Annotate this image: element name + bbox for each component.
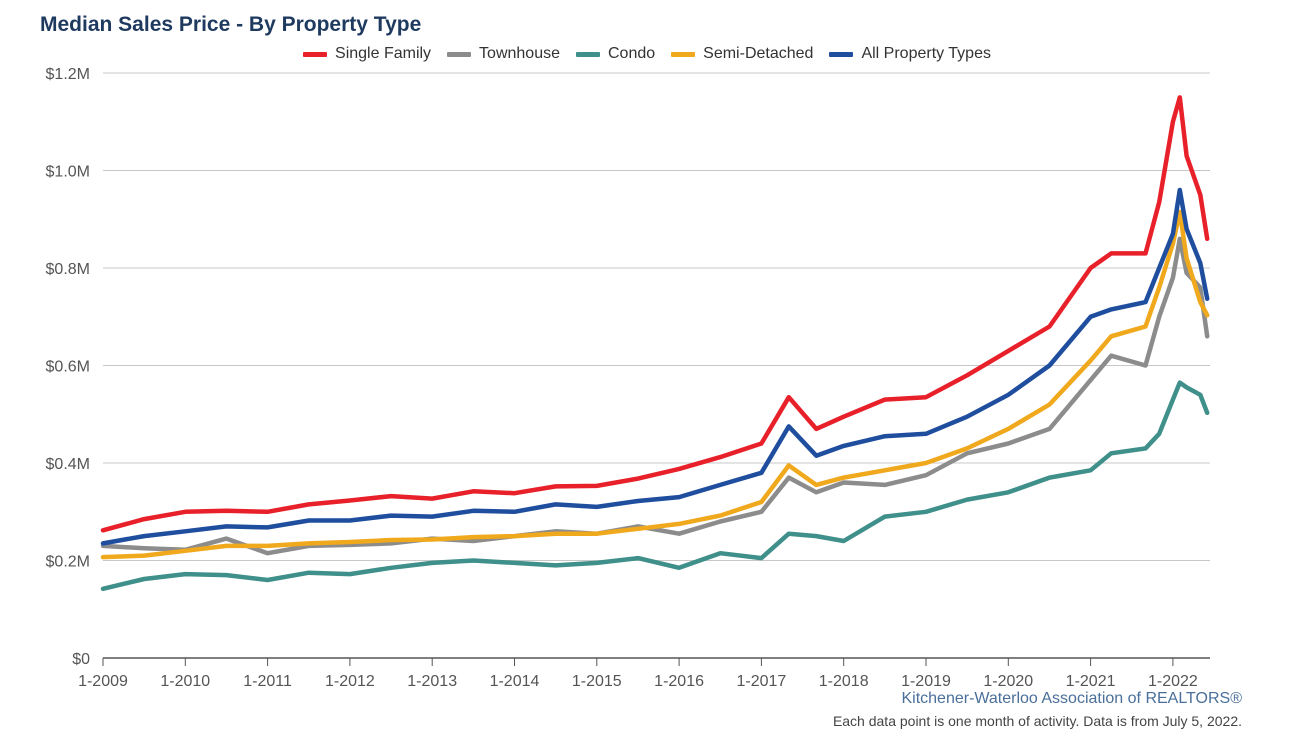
- series-line-condo: [100, 380, 1210, 592]
- x-tick-label: 1-2020: [983, 673, 1033, 690]
- series-line-single-family: [100, 95, 1210, 533]
- x-tick-label: 1-2015: [572, 673, 622, 690]
- x-tick-label: 1-2016: [654, 673, 704, 690]
- series-line-semi-detached: [100, 209, 1210, 560]
- source-credit: Kitchener-Waterloo Association of REALTO…: [901, 690, 1242, 707]
- x-tick-label: 1-2011: [243, 673, 292, 690]
- legend: Single Family Townhouse Condo Semi-Detached…: [0, 45, 1294, 63]
- series-line-townhouse: [100, 236, 1210, 556]
- x-tick-label: 1-2022: [1148, 673, 1198, 690]
- series-line-all-property-types: [100, 187, 1210, 546]
- legend-swatch: [829, 51, 854, 57]
- y-tick-label: $0.6M: [46, 359, 90, 376]
- y-tick-label: $1.0M: [46, 164, 90, 181]
- legend-swatch: [303, 51, 328, 57]
- legend-label: Single Family: [335, 45, 432, 62]
- y-tick-label: $0.2M: [46, 554, 90, 571]
- legend-item[interactable]: Semi-Detached: [671, 45, 813, 63]
- chart-title: Median Sales Price - By Property Type: [40, 13, 422, 36]
- y-tick-label: $0: [72, 651, 90, 668]
- legend-swatch: [671, 51, 696, 57]
- legend-item[interactable]: Single Family: [303, 45, 431, 63]
- legend-label: Townhouse: [479, 45, 560, 62]
- legend-swatch: [447, 51, 472, 57]
- y-tick-label: $0.4M: [46, 456, 90, 473]
- series-lines: [100, 95, 1210, 592]
- y-tick-label: $0.8M: [46, 261, 90, 278]
- x-tick-label: 1-2012: [325, 673, 375, 690]
- gridlines: [103, 72, 1210, 659]
- x-tick-label: 1-2019: [901, 673, 951, 690]
- legend-item[interactable]: All Property Types: [829, 45, 991, 63]
- legend-label: Condo: [608, 45, 656, 62]
- x-tick-label: 1-2013: [407, 673, 457, 690]
- x-tick-label: 1-2010: [160, 673, 210, 690]
- x-tick-label: 1-2014: [490, 673, 540, 690]
- legend-swatch: [576, 51, 600, 57]
- legend-label: All Property Types: [861, 45, 991, 62]
- x-axis: 1-2009 1-2010 1-2011 1-2012 1-2013 1-2014 1-20…: [78, 658, 1198, 690]
- legend-label: Semi-Detached: [703, 45, 814, 62]
- legend-item[interactable]: Condo: [576, 45, 655, 63]
- x-tick-label: 1-2017: [736, 673, 786, 690]
- data-note: Each data point is one month of activity…: [832, 713, 1242, 729]
- x-tick-label: 1-2009: [78, 673, 128, 690]
- x-tick-label: 1-2018: [819, 673, 869, 690]
- y-tick-label: $1.2M: [46, 66, 90, 83]
- legend-item[interactable]: Townhouse: [447, 45, 560, 63]
- x-tick-label: 1-2021: [1066, 673, 1116, 690]
- y-axis: $0 $0.2M $0.4M $0.6M $0.8M $1.0M $1.2M: [46, 66, 91, 668]
